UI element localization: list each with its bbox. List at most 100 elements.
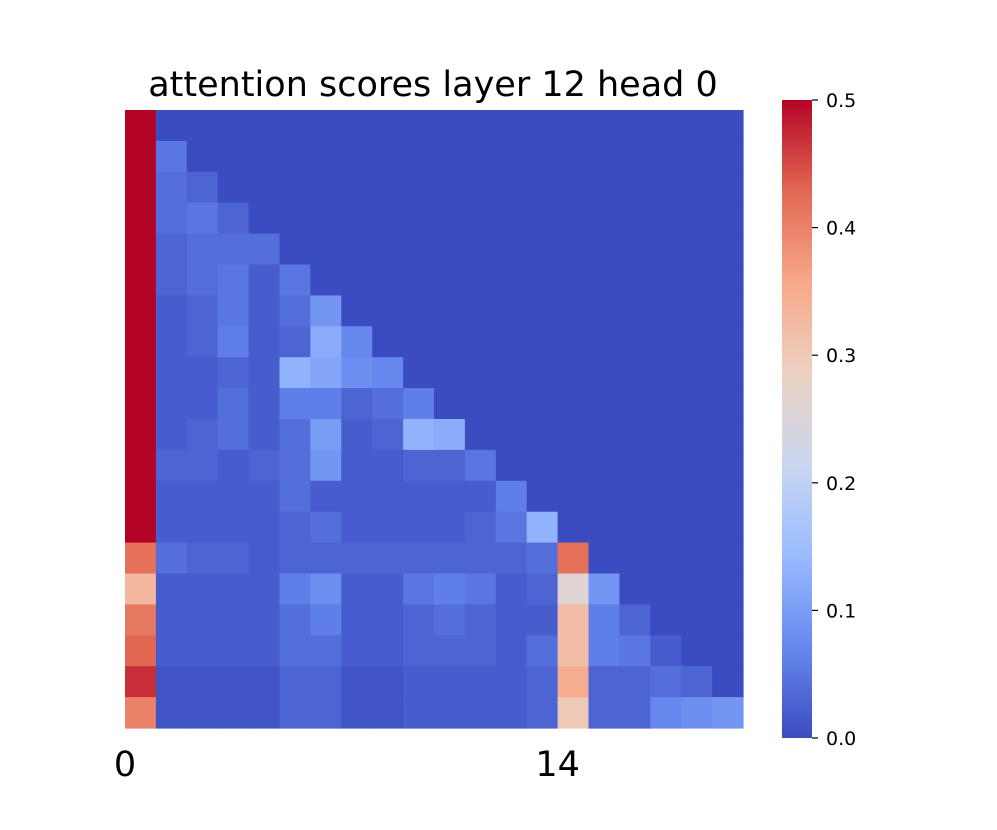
heatmap-cell bbox=[712, 202, 744, 235]
heatmap-cell bbox=[619, 388, 651, 420]
heatmap-cell bbox=[495, 573, 528, 605]
heatmap-cell bbox=[619, 480, 651, 513]
heatmap-cell bbox=[403, 511, 435, 544]
heatmap-cell bbox=[217, 480, 250, 513]
heatmap-cell bbox=[650, 697, 682, 729]
heatmap-cell bbox=[557, 171, 590, 204]
heatmap-cell bbox=[681, 110, 713, 142]
heatmap-cell bbox=[464, 388, 497, 420]
colorbar-tick-label: 0.0 bbox=[826, 728, 856, 750]
heatmap-cell bbox=[681, 233, 713, 266]
heatmap-cell bbox=[186, 202, 219, 235]
heatmap-cell bbox=[464, 264, 497, 296]
heatmap-cell bbox=[650, 573, 682, 605]
heatmap-cell bbox=[125, 171, 157, 204]
heatmap-cell bbox=[125, 140, 157, 173]
heatmap-cell bbox=[464, 295, 497, 327]
heatmap-cell bbox=[712, 573, 744, 605]
heatmap-cell bbox=[155, 202, 188, 235]
heatmap-cell bbox=[372, 542, 404, 575]
heatmap-cell bbox=[434, 573, 466, 605]
heatmap-cell bbox=[464, 419, 497, 451]
heatmap-cell bbox=[310, 666, 342, 698]
heatmap-cell bbox=[557, 573, 590, 605]
heatmap-cell bbox=[495, 140, 528, 173]
heatmap-cell bbox=[464, 202, 497, 235]
heatmap-cell bbox=[279, 542, 311, 575]
heatmap-cell bbox=[434, 388, 466, 420]
heatmap-cell bbox=[681, 511, 713, 544]
heatmap-cell bbox=[155, 326, 188, 358]
heatmap-cell bbox=[557, 233, 590, 266]
heatmap-cell bbox=[217, 635, 250, 667]
heatmap-cell bbox=[526, 295, 559, 327]
heatmap-cell bbox=[557, 635, 590, 667]
heatmap-cell bbox=[372, 171, 404, 204]
heatmap-cell bbox=[125, 357, 157, 389]
heatmap-cell bbox=[526, 604, 559, 636]
heatmap-cell bbox=[464, 357, 497, 389]
heatmap-cell bbox=[557, 480, 590, 513]
heatmap-cell bbox=[495, 449, 528, 482]
x-tick-label: 0 bbox=[114, 745, 136, 785]
heatmap-cell bbox=[588, 666, 620, 698]
heatmap-cell bbox=[557, 542, 590, 575]
heatmap-cell bbox=[619, 697, 651, 729]
heatmap-cell bbox=[310, 635, 342, 667]
heatmap-cell bbox=[372, 140, 404, 173]
heatmap-cell bbox=[588, 357, 620, 389]
heatmap-cell bbox=[526, 264, 559, 296]
heatmap-cell bbox=[403, 171, 435, 204]
heatmap-cell bbox=[403, 480, 435, 513]
heatmap-cell bbox=[341, 573, 373, 605]
heatmap-cell bbox=[650, 295, 682, 327]
heatmap-cell bbox=[650, 419, 682, 451]
heatmap-cell bbox=[464, 171, 497, 204]
heatmap-cell bbox=[464, 604, 497, 636]
heatmap-cell bbox=[248, 542, 281, 575]
heatmap-cell bbox=[279, 140, 311, 173]
heatmap-cell bbox=[681, 573, 713, 605]
heatmap-cell bbox=[495, 357, 528, 389]
heatmap-cell bbox=[557, 419, 590, 451]
heatmap-cell bbox=[310, 697, 342, 729]
heatmap-cell bbox=[279, 171, 311, 204]
heatmap-cell bbox=[125, 388, 157, 420]
heatmap-cell bbox=[279, 480, 311, 513]
colorbar-tick-label: 0.2 bbox=[826, 473, 856, 495]
heatmap-cell bbox=[372, 233, 404, 266]
heatmap-cell bbox=[650, 110, 682, 142]
heatmap-cell bbox=[712, 480, 744, 513]
heatmap-cell bbox=[248, 110, 281, 142]
heatmap-cell bbox=[464, 697, 497, 729]
heatmap-cell bbox=[217, 419, 250, 451]
heatmap-cell bbox=[186, 419, 219, 451]
heatmap-cell bbox=[557, 202, 590, 235]
heatmap-cell bbox=[186, 326, 219, 358]
heatmap-cell bbox=[155, 542, 188, 575]
heatmap-cell bbox=[186, 542, 219, 575]
heatmap-cell bbox=[217, 388, 250, 420]
heatmap-cell bbox=[279, 604, 311, 636]
heatmap-cell bbox=[279, 326, 311, 358]
heatmap-cell bbox=[464, 573, 497, 605]
heatmap-cell bbox=[217, 110, 250, 142]
heatmap-cell bbox=[125, 480, 157, 513]
heatmap-cell bbox=[681, 635, 713, 667]
heatmap-cell bbox=[155, 480, 188, 513]
heatmap-cell bbox=[526, 635, 559, 667]
heatmap-cell bbox=[372, 449, 404, 482]
heatmap-cell bbox=[403, 233, 435, 266]
heatmap-cell bbox=[155, 233, 188, 266]
heatmap-cell bbox=[434, 357, 466, 389]
heatmap-cell bbox=[279, 449, 311, 482]
heatmap-cell bbox=[650, 233, 682, 266]
heatmap-cell bbox=[372, 326, 404, 358]
heatmap-cell bbox=[403, 140, 435, 173]
heatmap-cell bbox=[217, 295, 250, 327]
heatmap-cell bbox=[495, 295, 528, 327]
heatmap-cell bbox=[248, 480, 281, 513]
heatmap-cell bbox=[310, 233, 342, 266]
heatmap-cell bbox=[650, 542, 682, 575]
heatmap-cell bbox=[279, 264, 311, 296]
